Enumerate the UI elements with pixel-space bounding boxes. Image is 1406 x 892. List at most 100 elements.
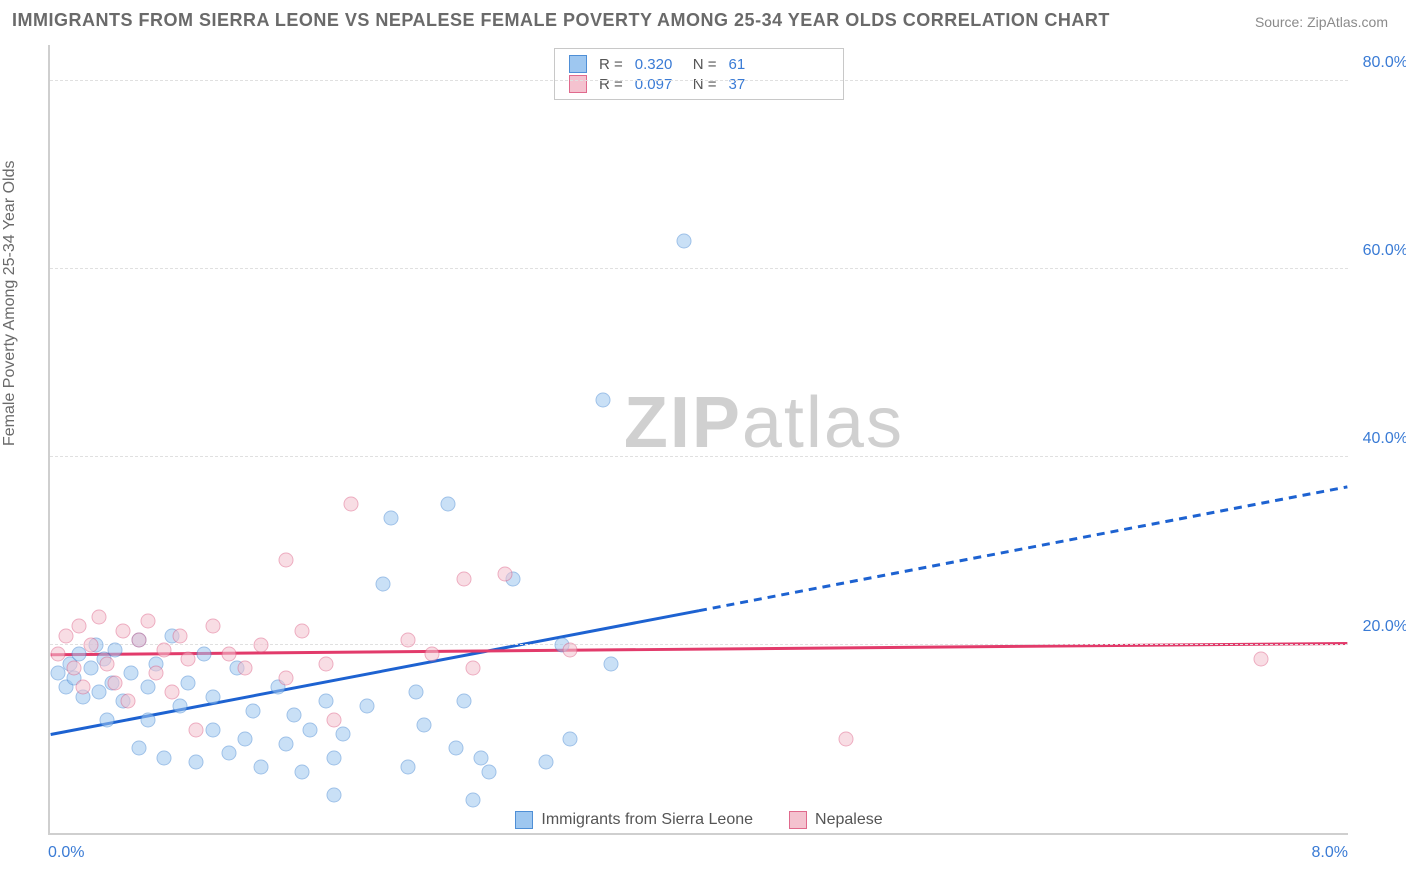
data-point — [278, 553, 293, 568]
data-point — [294, 623, 309, 638]
legend-r-value-1: 0.320 — [635, 56, 681, 73]
source-name: ZipAtlas.com — [1307, 14, 1388, 30]
data-point — [156, 642, 171, 657]
data-point — [221, 647, 236, 662]
data-point — [319, 656, 334, 671]
data-point — [335, 727, 350, 742]
data-point — [498, 567, 513, 582]
data-point — [595, 393, 610, 408]
data-point — [1253, 652, 1268, 667]
watermark: ZIPatlas — [624, 382, 904, 464]
plot-area: R = 0.320 N = 61 R = 0.097 N = 37 ZIPatl… — [48, 45, 1348, 835]
data-point — [449, 741, 464, 756]
data-point — [278, 670, 293, 685]
data-point — [238, 731, 253, 746]
data-point — [75, 680, 90, 695]
data-point — [205, 689, 220, 704]
data-point — [221, 746, 236, 761]
legend-row-series-2: R = 0.097 N = 37 — [569, 75, 829, 93]
data-point — [140, 713, 155, 728]
correlation-legend: R = 0.320 N = 61 R = 0.097 N = 37 — [554, 48, 844, 100]
data-point — [603, 656, 618, 671]
data-point — [441, 496, 456, 511]
data-point — [384, 510, 399, 525]
data-point — [121, 694, 136, 709]
data-point — [294, 764, 309, 779]
data-point — [473, 750, 488, 765]
data-point — [108, 642, 123, 657]
trend-lines — [50, 45, 1348, 833]
data-point — [359, 699, 374, 714]
data-point — [676, 233, 691, 248]
data-point — [563, 731, 578, 746]
data-point — [173, 699, 188, 714]
data-point — [132, 741, 147, 756]
y-tick-label: 20.0% — [1353, 618, 1406, 636]
data-point — [416, 717, 431, 732]
data-point — [839, 731, 854, 746]
data-point — [124, 666, 139, 681]
legend-swatch-2b — [789, 811, 807, 829]
data-point — [140, 614, 155, 629]
y-tick-label: 60.0% — [1353, 242, 1406, 260]
data-point — [563, 642, 578, 657]
data-point — [408, 684, 423, 699]
legend-r-value-2: 0.097 — [635, 76, 681, 93]
gridline — [50, 644, 1348, 645]
data-point — [116, 623, 131, 638]
data-point — [254, 637, 269, 652]
data-point — [164, 684, 179, 699]
data-point — [343, 496, 358, 511]
chart-title: IMMIGRANTS FROM SIERRA LEONE VS NEPALESE… — [12, 10, 1110, 31]
x-tick-max: 8.0% — [1312, 844, 1348, 862]
data-point — [465, 793, 480, 808]
data-point — [189, 755, 204, 770]
data-point — [457, 694, 472, 709]
data-point — [189, 722, 204, 737]
y-tick-label: 40.0% — [1353, 430, 1406, 448]
data-point — [457, 572, 472, 587]
data-point — [254, 760, 269, 775]
data-point — [181, 675, 196, 690]
gridline — [50, 80, 1348, 81]
series-legend: Immigrants from Sierra Leone Nepalese — [50, 807, 1348, 833]
data-point — [83, 661, 98, 676]
data-point — [67, 661, 82, 676]
data-point — [51, 647, 66, 662]
legend-row-series-1: R = 0.320 N = 61 — [569, 55, 829, 73]
data-point — [400, 760, 415, 775]
data-point — [59, 628, 74, 643]
data-point — [72, 619, 87, 634]
data-point — [83, 637, 98, 652]
data-point — [465, 661, 480, 676]
data-point — [327, 713, 342, 728]
data-point — [91, 609, 106, 624]
x-tick-min: 0.0% — [48, 844, 84, 862]
legend-item-2: Nepalese — [789, 811, 883, 829]
data-point — [140, 680, 155, 695]
legend-r-label: R = — [599, 56, 623, 73]
series-2-name: Nepalese — [815, 811, 883, 829]
y-tick-label: 80.0% — [1353, 54, 1406, 72]
data-point — [99, 713, 114, 728]
source-label: Source: ZipAtlas.com — [1255, 14, 1388, 30]
data-point — [319, 694, 334, 709]
data-point — [91, 684, 106, 699]
data-point — [327, 750, 342, 765]
data-point — [424, 647, 439, 662]
legend-n-value-1: 61 — [729, 56, 775, 73]
data-point — [303, 722, 318, 737]
data-point — [205, 722, 220, 737]
data-point — [327, 788, 342, 803]
data-point — [148, 666, 163, 681]
series-1-name: Immigrants from Sierra Leone — [541, 811, 753, 829]
gridline — [50, 268, 1348, 269]
data-point — [538, 755, 553, 770]
legend-n-label: N = — [693, 76, 717, 93]
data-point — [181, 652, 196, 667]
data-point — [286, 708, 301, 723]
data-point — [205, 619, 220, 634]
data-point — [481, 764, 496, 779]
watermark-b: atlas — [742, 383, 904, 463]
data-point — [197, 647, 212, 662]
